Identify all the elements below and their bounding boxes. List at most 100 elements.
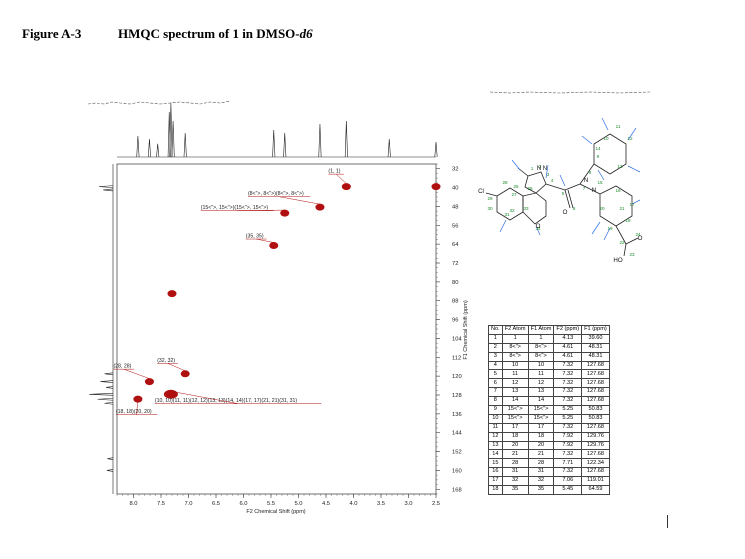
y-tick-label: 152 <box>452 450 462 456</box>
table-cell: 31 <box>501 467 529 478</box>
atom-number: 24 <box>635 232 641 237</box>
atom-number: 7 <box>583 186 586 191</box>
atom-number: 31 <box>504 212 510 217</box>
cross-peak-label: (10, 10)(11, 11)(12, 12)(13, 13)(14, 14)… <box>155 398 298 404</box>
element-symbol: O <box>536 223 541 230</box>
table-cell: 127.68 <box>581 467 610 478</box>
cross-peak <box>269 242 279 250</box>
table-row: 17 32 32 7.06 119.01 <box>488 476 610 487</box>
cross-peak <box>144 378 154 386</box>
y-tick-label: 168 <box>452 487 462 493</box>
proton-peak <box>169 102 173 158</box>
cross-peak <box>341 183 351 191</box>
table-cell: 35 <box>527 485 555 495</box>
atom-number: 20 <box>599 206 605 211</box>
element-symbol: N <box>592 187 596 194</box>
atom-number: 2 <box>539 164 542 169</box>
table-cell: 10 <box>527 360 555 371</box>
table-cell: 129.76 <box>581 431 610 442</box>
table-row: 1 1 1 4.13 39.60 <box>488 333 610 344</box>
table-cell: 21 <box>527 449 555 460</box>
table-cell: 8<"> <box>527 342 555 353</box>
y-tick-label: 136 <box>452 412 462 418</box>
x-tick-label: 8.0 <box>129 501 137 507</box>
table-cell: 1 <box>501 333 529 344</box>
cross-peak-leader <box>170 390 239 404</box>
table-cell: 8<"> <box>501 342 529 353</box>
cross-peak-label: (8<">, 8<">)(8<">, 8<">) <box>248 191 304 197</box>
table-cell: 127.68 <box>581 360 610 371</box>
table-row: 3 8<"> 8<"> 4.61 48.31 <box>488 351 610 362</box>
proton-peak <box>272 129 276 158</box>
cross-peak-leader <box>335 173 347 184</box>
table-cell: 13 <box>527 387 555 398</box>
x-tick-label: 3.5 <box>377 501 385 507</box>
x-axis: 8.0 7.5 7.0 6.5 6.0 5.5 5.0 4.5 4.0 3.5 3.0 2.5 <box>116 494 440 507</box>
carbon-peak <box>97 397 114 401</box>
table-row: 11 17 17 7.32 127.68 <box>488 422 610 433</box>
cross-peak-label: (1, 1) <box>328 169 340 175</box>
peak-table: No. F2 Atom F1 Atom F2 (ppm) F1 (ppm) 1 1 1 4.1… <box>488 325 610 495</box>
table-cell: 12 <box>501 378 529 389</box>
y-tick-label: 120 <box>452 374 462 380</box>
table-cell: 18 <box>501 431 529 442</box>
atom-number: 17 <box>629 202 635 207</box>
carbon-peak <box>89 392 114 396</box>
table-cell: 10 <box>488 413 503 424</box>
atom-number: 3 <box>547 172 550 177</box>
table-cell: 127.68 <box>581 449 610 460</box>
table-cell: 7.32 <box>553 396 583 407</box>
cross-peak-label: (18, 18)(20, 20) <box>116 409 152 415</box>
table-row: 5 11 11 7.32 127.68 <box>488 369 610 380</box>
atom-number: 12 <box>627 136 633 141</box>
table-cell: 16 <box>488 467 503 478</box>
table-cell: 127.68 <box>581 387 610 398</box>
table-cell: 28 <box>501 458 529 469</box>
table-cell: 18 <box>527 431 555 442</box>
atom-number: 28 <box>502 180 508 185</box>
atom-number: 29 <box>487 196 493 201</box>
carbon-peak <box>104 372 114 376</box>
proton-peak <box>387 138 391 158</box>
table-cell: 7.71 <box>553 458 583 469</box>
table-cell: 20 <box>501 440 529 451</box>
element-symbol: HO <box>613 257 622 264</box>
table-cell: 3 <box>488 351 503 362</box>
cross-peak <box>315 203 325 211</box>
table-cell: 31 <box>527 467 555 478</box>
benzene-ring-right <box>599 185 633 227</box>
element-symbol: Cl <box>478 188 484 195</box>
carbon-peak <box>104 401 114 405</box>
table-cell: 11 <box>501 369 529 380</box>
table-cell: 7.06 <box>553 476 583 487</box>
table-cell: 127.68 <box>581 369 610 380</box>
y-tick-label: 64 <box>452 242 459 248</box>
caption-main: HMQC spectrum of 1 in DMSO- <box>118 26 300 41</box>
y-tick-label: 160 <box>452 468 462 474</box>
table-cell: 4.61 <box>553 342 583 353</box>
atom-number: 33 <box>523 206 529 211</box>
y-tick-label: 80 <box>452 280 458 286</box>
pyran-ring <box>522 192 547 225</box>
carbon-peak <box>100 380 114 383</box>
y-tick-label: 112 <box>452 355 461 361</box>
atom-number: 26 <box>527 186 533 191</box>
table-row: 8 14 14 7.32 127.68 <box>488 396 610 407</box>
table-cell: 48.31 <box>581 351 610 362</box>
benzene-ring-top <box>593 133 627 175</box>
atom-number: 32 <box>509 208 515 213</box>
table-cell: 129.76 <box>581 440 610 451</box>
atom-number: 23 <box>629 252 635 257</box>
table-cell: 10 <box>501 360 529 371</box>
table-cell: 15 <box>488 458 503 469</box>
cross-peak <box>180 370 190 378</box>
y-tick-label: 144 <box>452 431 462 437</box>
y-tick-label: 96 <box>452 318 458 324</box>
proton-peak <box>434 141 438 158</box>
x-tick-label: 7.0 <box>184 501 192 507</box>
table-cell: 13 <box>488 440 503 451</box>
x-tick-label: 2.5 <box>432 501 440 507</box>
y-tick-label: 104 <box>452 336 462 342</box>
x-tick-label: 6.5 <box>212 501 220 507</box>
